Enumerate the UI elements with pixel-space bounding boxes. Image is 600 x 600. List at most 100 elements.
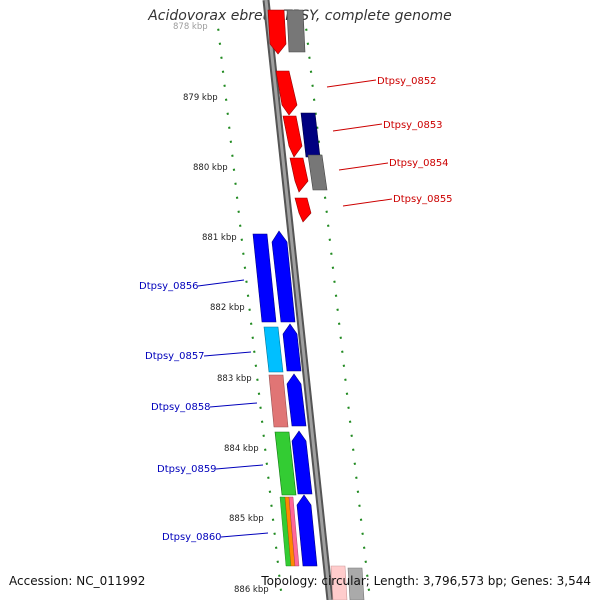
gene-feature[interactable] [300, 112, 321, 158]
ruler-minor-tick [226, 112, 229, 115]
ruler-minor-tick [245, 280, 248, 283]
ruler-minor-tick [240, 238, 244, 241]
gene-feature[interactable] [268, 374, 289, 428]
gene-feature[interactable] [289, 157, 309, 193]
ruler-minor-tick [350, 434, 353, 437]
kbp-label: 881 kbp [202, 233, 237, 243]
genome-summary: Topology: circular; Length: 3,796,573 bp… [261, 574, 591, 588]
ruler-minor-tick [356, 490, 360, 493]
ruler-minor-tick [224, 98, 228, 101]
kbp-label-top: 878 kbp [173, 22, 208, 32]
label-leader-line [342, 198, 393, 207]
ruler-minor-tick [259, 406, 262, 409]
gene-feature[interactable] [282, 115, 303, 158]
ruler-minor-tick [331, 266, 335, 269]
ruler-minor-tick [260, 420, 264, 423]
label-leader-line [209, 402, 258, 408]
gene-feature[interactable] [275, 70, 298, 116]
ruler-minor-tick [323, 196, 327, 199]
label-leader-line [332, 123, 383, 132]
ruler-minor-tick [220, 56, 223, 59]
ruler-minor-tick [348, 420, 352, 423]
ruler-minor-tick [328, 238, 332, 241]
gene-label-dtpsy-0856[interactable]: Dtpsy_0856 [139, 281, 199, 292]
ruler-minor-tick [242, 252, 245, 255]
ruler-minor-tick [268, 490, 272, 493]
gene-feature[interactable] [274, 431, 297, 496]
gene-feature[interactable] [288, 496, 300, 567]
ruler-minor-tick [264, 448, 267, 451]
gene-label-dtpsy-0855[interactable]: Dtpsy_0855 [393, 194, 453, 205]
gene-feature[interactable] [296, 494, 318, 567]
ruler-minor-tick [254, 364, 258, 367]
ruler-minor-tick [308, 56, 311, 59]
ruler-minor-tick [362, 546, 366, 549]
ruler-minor-tick [312, 98, 316, 101]
ruler-minor-tick [235, 196, 239, 199]
ruler-minor-tick [353, 462, 357, 465]
ruler-minor-tick [267, 476, 270, 479]
ruler-minor-tick [358, 504, 361, 507]
ruler-minor-tick [355, 476, 358, 479]
gene-feature[interactable] [267, 9, 287, 55]
gene-label-dtpsy-0852[interactable]: Dtpsy_0852 [377, 76, 437, 87]
ruler-minor-tick [274, 546, 278, 549]
ruler-minor-tick [336, 308, 339, 311]
ruler-minor-tick [345, 392, 349, 395]
kbp-label: 885 kbp [229, 514, 264, 524]
ruler-minor-tick [237, 210, 240, 213]
gene-label-dtpsy-0854[interactable]: Dtpsy_0854 [389, 158, 449, 169]
accession-label: Accession: NC_011992 [9, 574, 146, 588]
ruler-minor-tick [253, 350, 256, 353]
ruler-minor-tick [238, 224, 242, 227]
kbp-label: 884 kbp [224, 444, 259, 454]
gene-feature[interactable] [282, 323, 302, 372]
gene-label-dtpsy-0857[interactable]: Dtpsy_0857 [145, 351, 205, 362]
gene-feature[interactable] [286, 9, 306, 53]
ruler-minor-tick [218, 42, 222, 45]
gene-feature[interactable] [294, 197, 312, 223]
gene-label-dtpsy-0860[interactable]: Dtpsy_0860 [162, 532, 222, 543]
label-leader-line [203, 351, 252, 357]
gene-feature[interactable] [271, 230, 296, 323]
gene-feature[interactable] [286, 373, 307, 427]
gene-feature[interactable] [330, 565, 348, 600]
gene-label-dtpsy-0853[interactable]: Dtpsy_0853 [383, 120, 443, 131]
ruler-minor-tick [231, 154, 234, 157]
ruler-minor-tick [359, 518, 363, 521]
ruler-minor-tick [330, 252, 333, 255]
gene-feature[interactable] [307, 154, 328, 191]
ruler-minor-tick [347, 406, 350, 409]
label-leader-line [197, 279, 245, 287]
ruler-minor-tick [232, 168, 236, 171]
ruler-minor-tick [366, 574, 369, 577]
gene-feature[interactable] [252, 233, 277, 323]
ruler-minor-tick [326, 224, 330, 227]
kbp-label: 880 kbp [193, 163, 228, 173]
ruler-minor-tick [333, 280, 336, 283]
genome-backbone-highlight [264, 0, 332, 600]
ruler-minor-tick [325, 210, 328, 213]
kbp-label: 879 kbp [183, 93, 218, 103]
gene-feature[interactable] [291, 430, 313, 495]
gene-feature[interactable] [347, 567, 365, 600]
ruler-minor-tick [243, 266, 247, 269]
label-leader-line [326, 79, 377, 88]
kbp-label: 883 kbp [217, 374, 252, 384]
reverse-gene-labels: Dtpsy_0856 Dtpsy_0857 Dtpsy_0858 Dtpsy_0… [139, 279, 269, 543]
gene-label-dtpsy-0859[interactable]: Dtpsy_0859 [157, 464, 217, 475]
gene-feature[interactable] [263, 326, 284, 373]
ruler-minor-tick [228, 126, 231, 129]
ruler-minor-tick [276, 560, 279, 563]
ruler-minor-tick [262, 434, 265, 437]
ruler-minor-tick [334, 294, 338, 297]
ruler-minor-tick [342, 364, 346, 367]
ruler-minor-tick [341, 350, 344, 353]
ruler-minor-tick [246, 294, 250, 297]
ruler-minor-tick [352, 448, 355, 451]
ruler-minor-tick [278, 574, 281, 577]
kbp-label: 886 kbp [234, 585, 269, 595]
gene-label-dtpsy-0858[interactable]: Dtpsy_0858 [151, 402, 211, 413]
ruler-minor-tick [234, 182, 237, 185]
